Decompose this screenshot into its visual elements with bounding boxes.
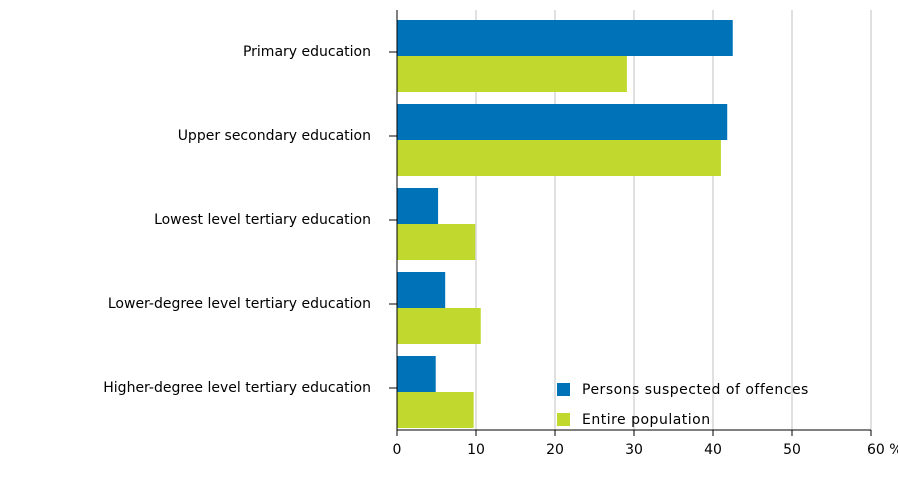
bar bbox=[397, 224, 476, 260]
y-tick-label: Lower-degree level tertiary education bbox=[108, 296, 371, 312]
legend-label: Persons suspected of offences bbox=[582, 382, 809, 398]
bar bbox=[397, 140, 721, 176]
y-tick-label: Higher-degree level tertiary education bbox=[103, 380, 371, 396]
legend-swatch bbox=[557, 413, 570, 426]
x-tick-label: 60 % bbox=[867, 442, 898, 458]
y-tick-label: Lowest level tertiary education bbox=[154, 212, 371, 228]
x-tick-label: 20 bbox=[546, 442, 564, 458]
x-tick-label: 30 bbox=[625, 442, 643, 458]
bar bbox=[397, 188, 439, 224]
bar bbox=[397, 272, 446, 308]
legend-label: Entire population bbox=[582, 412, 711, 428]
legend-swatch bbox=[557, 383, 570, 396]
bar bbox=[397, 104, 728, 140]
x-tick-label: 0 bbox=[393, 442, 402, 458]
y-tick-label: Primary education bbox=[243, 44, 371, 60]
x-tick-label: 40 bbox=[704, 442, 722, 458]
bar bbox=[397, 20, 733, 56]
x-tick-label: 50 bbox=[783, 442, 801, 458]
bar bbox=[397, 356, 436, 392]
bar bbox=[397, 308, 481, 344]
y-tick-label: Upper secondary education bbox=[178, 128, 371, 144]
bar bbox=[397, 56, 627, 92]
x-tick-label: 10 bbox=[467, 442, 485, 458]
bar bbox=[397, 392, 474, 428]
